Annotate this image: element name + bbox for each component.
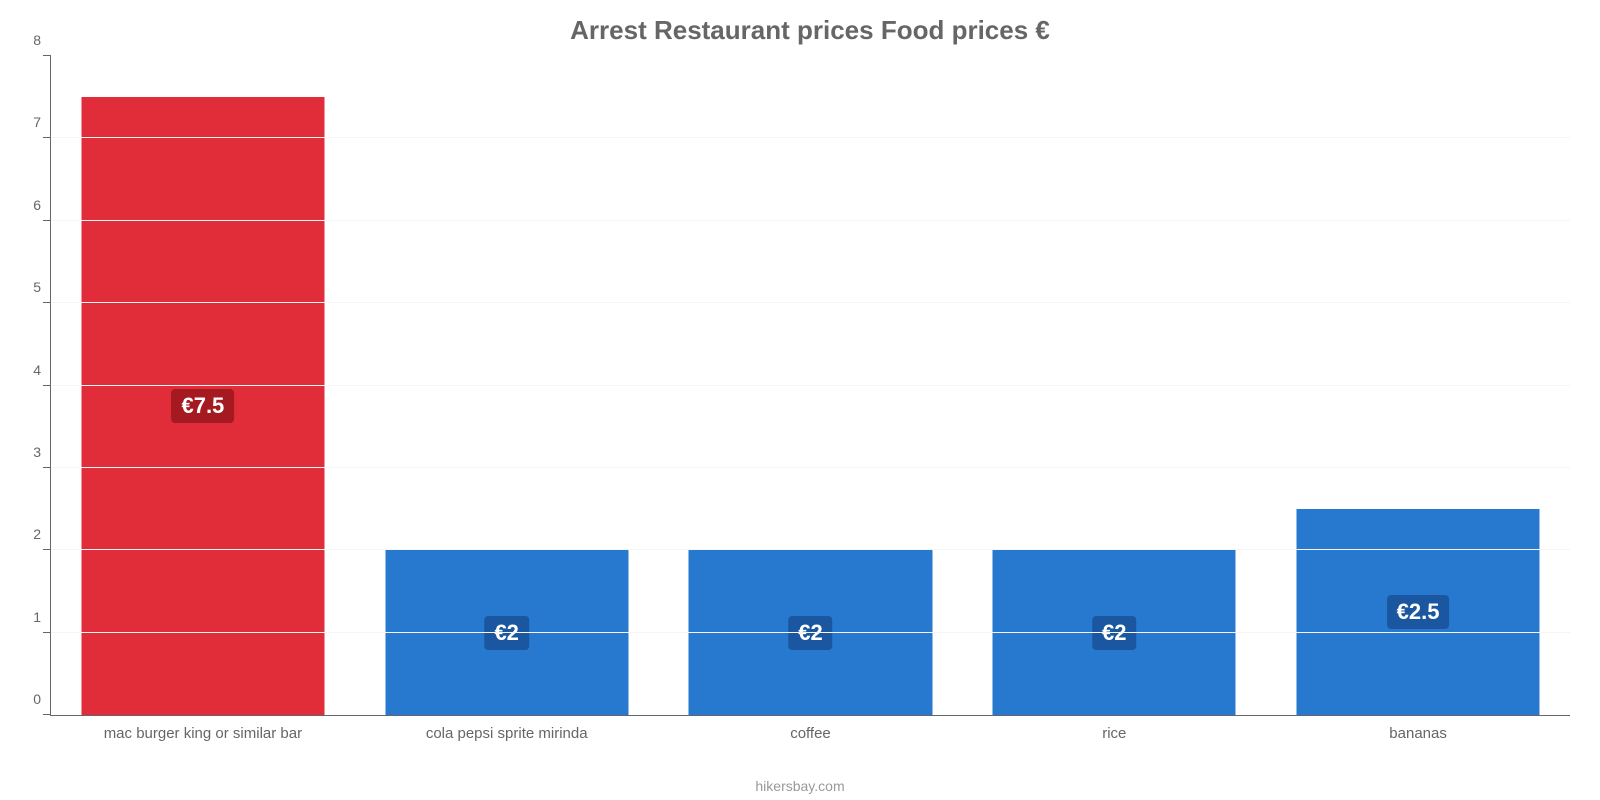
y-tick <box>43 137 51 138</box>
x-axis-label: mac burger king or similar bar <box>51 715 355 742</box>
bar-value-label: €2 <box>484 616 528 650</box>
gridline <box>51 385 1570 386</box>
gridline <box>51 632 1570 633</box>
bar-slot: €2.5 <box>1266 56 1570 715</box>
bar-value-label: €7.5 <box>171 389 234 423</box>
gridline <box>51 549 1570 550</box>
gridline <box>51 137 1570 138</box>
bar-slot: €2 <box>962 56 1266 715</box>
bar-slot: €2 <box>355 56 659 715</box>
y-axis-label: 7 <box>11 114 41 130</box>
y-axis-label: 3 <box>11 444 41 460</box>
gridline <box>51 467 1570 468</box>
y-axis-label: 8 <box>11 32 41 48</box>
y-tick <box>43 467 51 468</box>
y-axis-label: 2 <box>11 526 41 542</box>
plot-area: €7.5€2€2€2€2.5 mac burger king or simila… <box>50 56 1570 716</box>
chart-container: Arrest Restaurant prices Food prices € €… <box>0 0 1600 800</box>
bar-slot: €7.5 <box>51 56 355 715</box>
x-axis-label: rice <box>962 715 1266 742</box>
bar-value-label: €2 <box>1092 616 1136 650</box>
credit-text: hikersbay.com <box>0 778 1600 794</box>
y-tick <box>43 549 51 550</box>
x-axis-label: cola pepsi sprite mirinda <box>355 715 659 742</box>
y-tick <box>43 55 51 56</box>
gridline <box>51 220 1570 221</box>
bar: €2 <box>385 550 628 715</box>
y-axis-label: 6 <box>11 197 41 213</box>
y-tick <box>43 220 51 221</box>
bar: €2.5 <box>1297 509 1540 715</box>
bar-slot: €2 <box>659 56 963 715</box>
y-tick <box>43 632 51 633</box>
y-axis-label: 0 <box>11 691 41 707</box>
y-tick <box>43 302 51 303</box>
bars-group: €7.5 €2 €2 €2 €2.5 <box>51 56 1570 715</box>
bar: €2 <box>993 550 1236 715</box>
y-tick <box>43 385 51 386</box>
x-axis-label: coffee <box>659 715 963 742</box>
gridline <box>51 302 1570 303</box>
bar-value-label: €2.5 <box>1387 595 1450 629</box>
y-axis-label: 1 <box>11 609 41 625</box>
x-axis-label: bananas <box>1266 715 1570 742</box>
chart-title: Arrest Restaurant prices Food prices € <box>50 15 1570 46</box>
y-axis-label: 5 <box>11 279 41 295</box>
y-axis-label: 4 <box>11 362 41 378</box>
bar: €2 <box>689 550 932 715</box>
x-axis-labels: mac burger king or similar barcola pepsi… <box>51 715 1570 742</box>
bar: €7.5 <box>81 97 324 715</box>
bar-value-label: €2 <box>788 616 832 650</box>
y-tick <box>43 714 51 715</box>
